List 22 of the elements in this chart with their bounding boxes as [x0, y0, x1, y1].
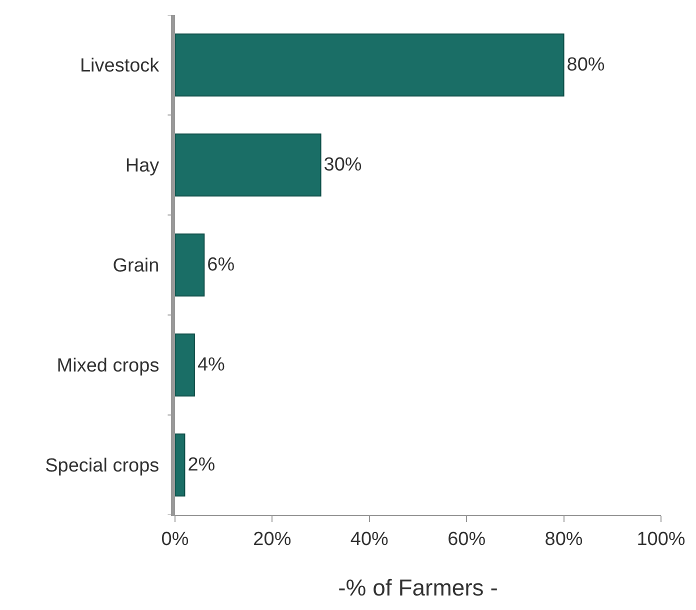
- x-tick-label: 0%: [161, 528, 189, 550]
- bar: [175, 334, 195, 396]
- data-label: 30%: [324, 154, 362, 176]
- x-tick-label: 60%: [448, 528, 486, 550]
- y-tick-label: Livestock: [80, 56, 160, 77]
- data-label: 4%: [197, 354, 226, 376]
- bar: [175, 434, 186, 496]
- y-tick-label: Special crops: [45, 456, 160, 477]
- data-label: 6%: [207, 254, 235, 276]
- bar: [175, 134, 322, 196]
- y-tick-label: Grain: [112, 256, 160, 277]
- x-tick-label: 100%: [636, 528, 686, 550]
- bar: [175, 34, 564, 96]
- data-label: 80%: [566, 54, 605, 76]
- x-tick-label: 80%: [544, 528, 583, 550]
- bar: [175, 234, 205, 296]
- data-label: 2%: [188, 454, 216, 476]
- x-axis-title: -% of Farmers -: [338, 574, 498, 600]
- y-tick-label: Hay: [125, 156, 160, 177]
- y-tick-label: Mixed crops: [56, 356, 160, 377]
- x-tick-label: 20%: [253, 528, 292, 550]
- x-tick-label: 40%: [350, 528, 389, 550]
